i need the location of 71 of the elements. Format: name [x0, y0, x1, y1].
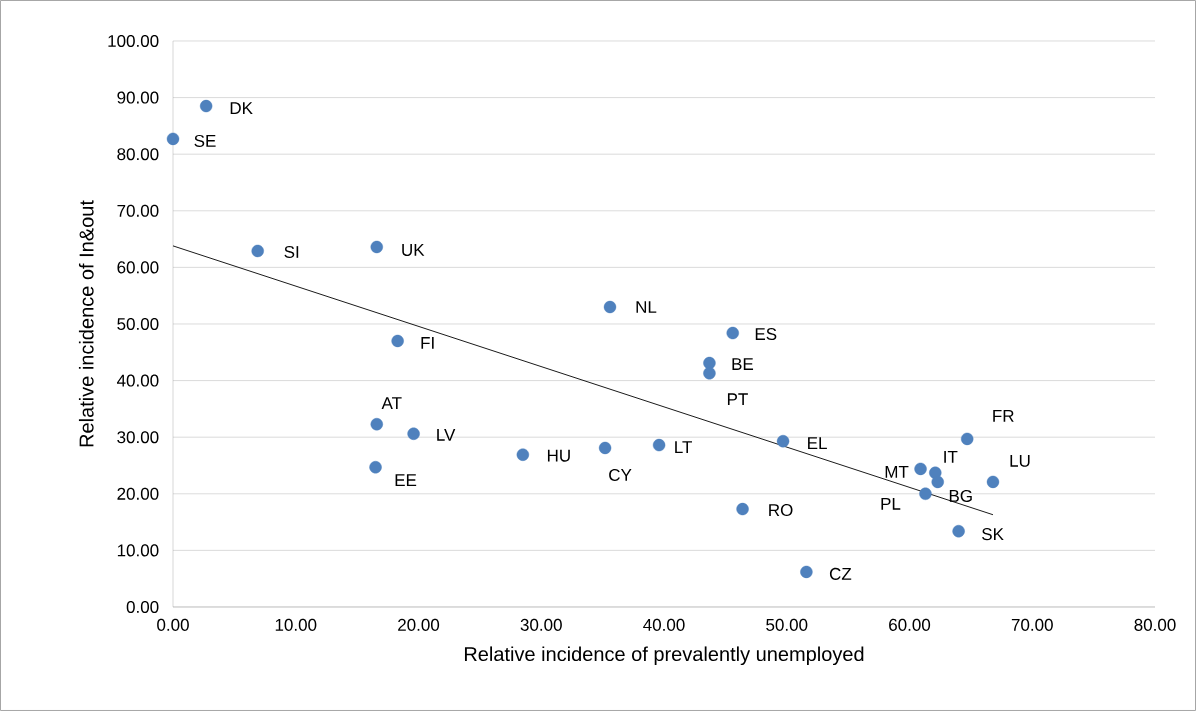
annotation: SE	[194, 134, 216, 147]
point	[407, 427, 420, 440]
x-tick-label: 60.00	[889, 618, 931, 631]
x-tick-label: 20.00	[398, 618, 440, 631]
annotation: SK	[982, 528, 1004, 541]
annotation: BE	[732, 358, 754, 370]
point	[961, 432, 974, 446]
point	[598, 441, 612, 455]
x-tick-label: 80.00	[1134, 618, 1176, 631]
point	[166, 132, 180, 146]
y-tick-label: 50.00	[117, 317, 159, 331]
y-axis-title: Relative incidence of In&out	[78, 200, 94, 447]
point	[652, 438, 666, 452]
y-tick-label: 60.00	[117, 261, 159, 274]
y-tick-label: 10.00	[117, 544, 159, 557]
point	[370, 417, 383, 431]
x-axis-title: Relative incidence of prevalently unemployed	[464, 646, 864, 666]
annotation: AT	[381, 397, 402, 410]
point	[199, 99, 213, 113]
x-tick-label: 70.00	[1011, 618, 1053, 631]
point	[603, 300, 617, 314]
y-tick-label: 80.00	[117, 148, 159, 161]
x-tick-label: 50.00	[766, 618, 808, 631]
point	[369, 460, 382, 474]
point	[952, 524, 965, 538]
y-tick-label: 40.00	[116, 374, 159, 387]
annotation: BG	[949, 489, 972, 502]
point	[391, 334, 404, 348]
point	[370, 240, 383, 254]
annotation: CY	[609, 468, 632, 481]
x-tick-label: 40.00	[643, 618, 685, 631]
point	[986, 475, 1000, 489]
point	[931, 475, 944, 489]
point	[703, 367, 716, 380]
annotation: FI	[421, 337, 434, 349]
annotation: EE	[395, 474, 417, 487]
annotation: DK	[230, 102, 253, 114]
annotation: PT	[727, 393, 748, 406]
annotation: SI	[284, 245, 299, 258]
annotation: IT	[944, 450, 958, 463]
annotation: CZ	[829, 567, 852, 580]
y-tick-label: 100.00	[108, 34, 159, 48]
point	[919, 487, 932, 500]
annotation: UK	[402, 244, 425, 256]
y-tick-label: 0.00	[126, 600, 159, 614]
annotation: PL	[881, 497, 901, 510]
point	[703, 356, 716, 370]
x-tick-label: 0.00	[157, 618, 189, 631]
point	[914, 462, 927, 476]
annotation: MT	[885, 466, 909, 478]
y-tick-label: 70.00	[117, 204, 159, 217]
x-tick-label: 10.00	[275, 618, 317, 631]
annotation: FR	[993, 410, 1014, 422]
point	[726, 326, 739, 340]
point	[800, 565, 813, 579]
annotation: ES	[755, 328, 777, 341]
annotation: LT	[675, 441, 693, 453]
annotation: EL	[808, 437, 827, 449]
annotation: RO	[769, 504, 793, 517]
point	[251, 244, 264, 258]
annotation: LU	[1010, 454, 1030, 467]
point	[516, 448, 530, 461]
y-tick-label: 30.00	[117, 431, 159, 444]
y-tick-label: 90.00	[117, 91, 159, 104]
point	[776, 434, 790, 448]
x-tick-label: 30.00	[520, 618, 562, 631]
annotation: NL	[636, 301, 657, 313]
annotation: LV	[437, 428, 456, 441]
annotation: HU	[547, 449, 570, 462]
point	[736, 502, 749, 516]
y-tick-label: 20.00	[117, 487, 159, 500]
